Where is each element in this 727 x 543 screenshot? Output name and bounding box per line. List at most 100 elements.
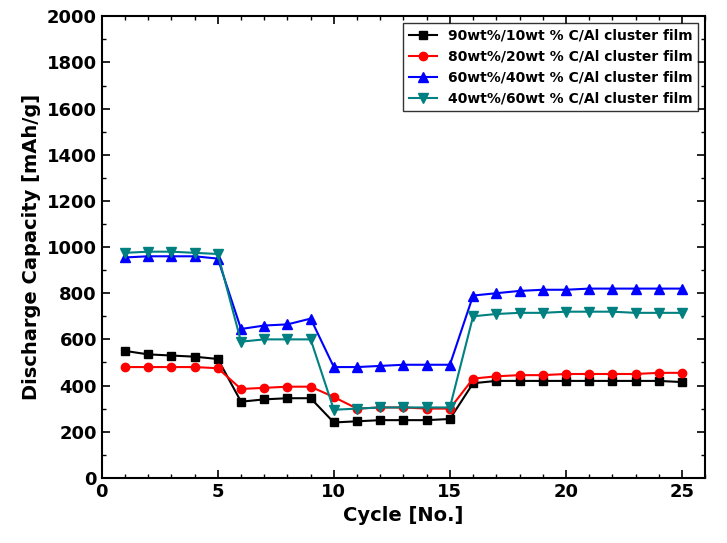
- 80wt%/20wt % C/Al cluster film: [399, 404, 408, 411]
- 80wt%/20wt % C/Al cluster film: [446, 405, 454, 412]
- 60wt%/40wt % C/Al cluster film: [399, 362, 408, 368]
- 90wt%/10wt % C/Al cluster film: [631, 378, 640, 384]
- 90wt%/10wt % C/Al cluster film: [260, 396, 268, 403]
- 60wt%/40wt % C/Al cluster film: [353, 364, 361, 370]
- 90wt%/10wt % C/Al cluster film: [561, 378, 570, 384]
- 40wt%/60wt % C/Al cluster film: [515, 310, 524, 316]
- 40wt%/60wt % C/Al cluster film: [283, 336, 292, 343]
- 90wt%/10wt % C/Al cluster film: [446, 416, 454, 422]
- 40wt%/60wt % C/Al cluster film: [446, 404, 454, 411]
- 80wt%/20wt % C/Al cluster film: [539, 372, 547, 378]
- 90wt%/10wt % C/Al cluster film: [678, 379, 686, 386]
- 60wt%/40wt % C/Al cluster film: [376, 363, 385, 369]
- 60wt%/40wt % C/Al cluster film: [561, 287, 570, 293]
- 60wt%/40wt % C/Al cluster film: [190, 253, 199, 260]
- 90wt%/10wt % C/Al cluster film: [353, 418, 361, 425]
- 80wt%/20wt % C/Al cluster film: [422, 405, 431, 412]
- 80wt%/20wt % C/Al cluster film: [260, 384, 268, 391]
- 60wt%/40wt % C/Al cluster film: [144, 253, 153, 260]
- 80wt%/20wt % C/Al cluster film: [654, 370, 663, 376]
- 40wt%/60wt % C/Al cluster film: [561, 308, 570, 315]
- 80wt%/20wt % C/Al cluster film: [214, 365, 222, 371]
- 40wt%/60wt % C/Al cluster film: [399, 404, 408, 411]
- 60wt%/40wt % C/Al cluster film: [167, 253, 176, 260]
- 80wt%/20wt % C/Al cluster film: [376, 404, 385, 411]
- 60wt%/40wt % C/Al cluster film: [214, 255, 222, 262]
- 90wt%/10wt % C/Al cluster film: [237, 399, 246, 405]
- 90wt%/10wt % C/Al cluster film: [376, 417, 385, 424]
- 40wt%/60wt % C/Al cluster film: [306, 336, 315, 343]
- 90wt%/10wt % C/Al cluster film: [492, 378, 501, 384]
- 40wt%/60wt % C/Al cluster film: [608, 308, 616, 315]
- 90wt%/10wt % C/Al cluster film: [422, 417, 431, 424]
- 60wt%/40wt % C/Al cluster film: [515, 288, 524, 294]
- 40wt%/60wt % C/Al cluster film: [631, 310, 640, 316]
- 80wt%/20wt % C/Al cluster film: [190, 364, 199, 370]
- 60wt%/40wt % C/Al cluster film: [469, 292, 478, 299]
- 40wt%/60wt % C/Al cluster film: [585, 308, 593, 315]
- 60wt%/40wt % C/Al cluster film: [654, 285, 663, 292]
- 40wt%/60wt % C/Al cluster film: [144, 248, 153, 255]
- 60wt%/40wt % C/Al cluster film: [631, 285, 640, 292]
- 80wt%/20wt % C/Al cluster film: [469, 375, 478, 382]
- 60wt%/40wt % C/Al cluster film: [608, 285, 616, 292]
- 60wt%/40wt % C/Al cluster film: [585, 285, 593, 292]
- 90wt%/10wt % C/Al cluster film: [121, 348, 129, 354]
- Y-axis label: Discharge Capacity [mAh/g]: Discharge Capacity [mAh/g]: [23, 94, 41, 400]
- 80wt%/20wt % C/Al cluster film: [561, 371, 570, 377]
- Line: 80wt%/20wt % C/Al cluster film: 80wt%/20wt % C/Al cluster film: [121, 363, 686, 413]
- 80wt%/20wt % C/Al cluster film: [353, 405, 361, 412]
- 90wt%/10wt % C/Al cluster film: [399, 417, 408, 424]
- 60wt%/40wt % C/Al cluster film: [306, 315, 315, 322]
- 60wt%/40wt % C/Al cluster film: [539, 287, 547, 293]
- 60wt%/40wt % C/Al cluster film: [678, 285, 686, 292]
- 80wt%/20wt % C/Al cluster film: [329, 394, 338, 400]
- 60wt%/40wt % C/Al cluster film: [121, 254, 129, 261]
- 40wt%/60wt % C/Al cluster film: [237, 338, 246, 345]
- 90wt%/10wt % C/Al cluster film: [167, 352, 176, 359]
- 90wt%/10wt % C/Al cluster film: [515, 378, 524, 384]
- 40wt%/60wt % C/Al cluster film: [121, 250, 129, 256]
- 60wt%/40wt % C/Al cluster film: [237, 326, 246, 332]
- Legend: 90wt%/10wt % C/Al cluster film, 80wt%/20wt % C/Al cluster film, 60wt%/40wt % C/A: 90wt%/10wt % C/Al cluster film, 80wt%/20…: [403, 23, 698, 111]
- 80wt%/20wt % C/Al cluster film: [237, 386, 246, 392]
- 60wt%/40wt % C/Al cluster film: [446, 362, 454, 368]
- 60wt%/40wt % C/Al cluster film: [283, 321, 292, 327]
- 80wt%/20wt % C/Al cluster film: [678, 370, 686, 376]
- 40wt%/60wt % C/Al cluster film: [167, 248, 176, 255]
- 40wt%/60wt % C/Al cluster film: [539, 310, 547, 316]
- 40wt%/60wt % C/Al cluster film: [214, 251, 222, 257]
- 90wt%/10wt % C/Al cluster film: [539, 378, 547, 384]
- 90wt%/10wt % C/Al cluster film: [190, 353, 199, 360]
- 80wt%/20wt % C/Al cluster film: [631, 371, 640, 377]
- 40wt%/60wt % C/Al cluster film: [422, 404, 431, 411]
- 80wt%/20wt % C/Al cluster film: [167, 364, 176, 370]
- 60wt%/40wt % C/Al cluster film: [422, 362, 431, 368]
- Line: 40wt%/60wt % C/Al cluster film: 40wt%/60wt % C/Al cluster film: [120, 247, 687, 415]
- 90wt%/10wt % C/Al cluster film: [306, 395, 315, 401]
- 90wt%/10wt % C/Al cluster film: [654, 378, 663, 384]
- 40wt%/60wt % C/Al cluster film: [469, 313, 478, 319]
- 60wt%/40wt % C/Al cluster film: [260, 322, 268, 329]
- 90wt%/10wt % C/Al cluster film: [469, 380, 478, 387]
- 90wt%/10wt % C/Al cluster film: [283, 395, 292, 401]
- 80wt%/20wt % C/Al cluster film: [585, 371, 593, 377]
- 80wt%/20wt % C/Al cluster film: [608, 371, 616, 377]
- 40wt%/60wt % C/Al cluster film: [492, 311, 501, 317]
- 40wt%/60wt % C/Al cluster film: [329, 407, 338, 413]
- 40wt%/60wt % C/Al cluster film: [260, 336, 268, 343]
- 40wt%/60wt % C/Al cluster film: [376, 404, 385, 411]
- 80wt%/20wt % C/Al cluster film: [515, 372, 524, 378]
- 90wt%/10wt % C/Al cluster film: [608, 378, 616, 384]
- 40wt%/60wt % C/Al cluster film: [678, 310, 686, 316]
- 80wt%/20wt % C/Al cluster film: [492, 373, 501, 380]
- 90wt%/10wt % C/Al cluster film: [585, 378, 593, 384]
- 80wt%/20wt % C/Al cluster film: [144, 364, 153, 370]
- 80wt%/20wt % C/Al cluster film: [306, 383, 315, 390]
- 40wt%/60wt % C/Al cluster film: [190, 250, 199, 256]
- 80wt%/20wt % C/Al cluster film: [283, 383, 292, 390]
- X-axis label: Cycle [No.]: Cycle [No.]: [343, 506, 464, 525]
- 40wt%/60wt % C/Al cluster film: [654, 310, 663, 316]
- 90wt%/10wt % C/Al cluster film: [214, 356, 222, 362]
- 60wt%/40wt % C/Al cluster film: [329, 364, 338, 370]
